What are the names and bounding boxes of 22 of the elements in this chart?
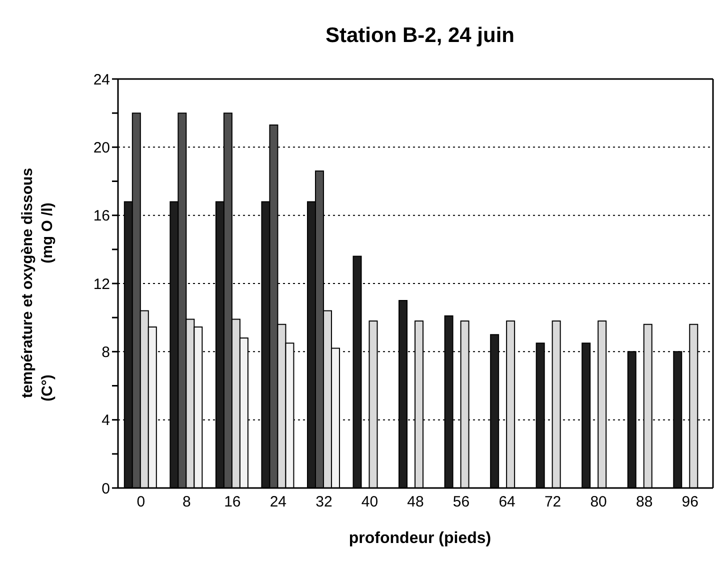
y-tick-label: 24 xyxy=(93,71,110,88)
x-tick-label: 48 xyxy=(407,494,424,511)
x-tick-label: 40 xyxy=(361,494,378,511)
x-tick-label: 64 xyxy=(498,494,516,511)
y-tick-label: 20 xyxy=(93,139,110,156)
x-tick-label: 24 xyxy=(270,494,287,511)
x-tick-label: 0 xyxy=(136,494,146,511)
x-tick-label: 32 xyxy=(316,494,332,511)
x-tick-label: 72 xyxy=(544,494,562,511)
x-tick-label: 56 xyxy=(452,494,470,511)
x-tick-label: 80 xyxy=(590,494,607,511)
y-tick-label: 0 xyxy=(102,480,110,498)
x-tick-label: 88 xyxy=(636,494,653,511)
x-tick-label: 96 xyxy=(682,494,698,511)
y-tick-label: 4 xyxy=(102,412,110,430)
x-tick-label: 16 xyxy=(224,494,241,511)
y-tick-label: 8 xyxy=(102,344,110,361)
y-tick-label: 12 xyxy=(93,276,110,293)
x-tick-label: 8 xyxy=(182,494,191,511)
y-tick-label: 16 xyxy=(93,208,110,225)
chart-title: Station B-2, 24 juin xyxy=(324,24,516,48)
x-axis-title: profondeur (pieds) xyxy=(348,530,492,548)
